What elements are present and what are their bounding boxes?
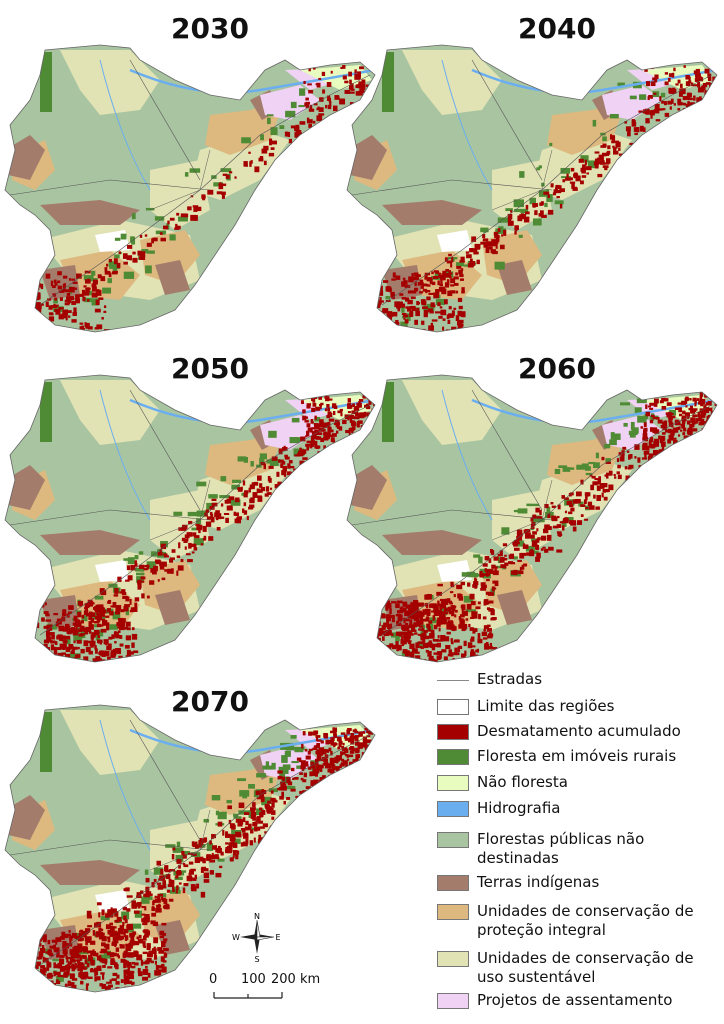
legend-swatch <box>437 951 469 967</box>
map-panel-2050: 2050 <box>0 345 380 675</box>
legend-label: Unidades de conservação de proteção inte… <box>477 902 694 939</box>
compass-n: N <box>254 912 260 921</box>
legend-label: Hidrografia <box>477 799 561 817</box>
scale-bar: 0 100 200 km <box>206 972 336 1012</box>
legend-label: Estradas <box>477 670 543 688</box>
legend-swatch <box>437 724 469 740</box>
region-map <box>4 44 376 333</box>
road-line-icon <box>437 680 469 681</box>
legend-label: Floresta em imóveis rurais <box>477 747 677 765</box>
region-map <box>4 374 376 663</box>
map-panel-2040: 2040 <box>342 0 722 335</box>
scale-label-0: 0 <box>209 972 218 987</box>
legend-label: Não floresta <box>477 773 568 791</box>
region-map <box>346 374 718 663</box>
legend-swatch <box>437 875 469 891</box>
compass-s: S <box>254 955 259 962</box>
legend-swatch <box>437 801 469 817</box>
legend-swatch <box>437 832 469 848</box>
region-map <box>346 44 718 333</box>
map-panel-2060: 2060 <box>342 345 722 675</box>
legend-label: Terras indígenas <box>477 873 600 891</box>
legend-swatch <box>437 775 469 791</box>
legend-label: Limite das regiões <box>477 697 615 715</box>
legend-swatch <box>437 749 469 765</box>
scale-bar-line <box>213 992 283 999</box>
year-title: 2050 <box>171 352 249 385</box>
legend-swatch <box>437 904 469 920</box>
north-arrow-icon: N S E W <box>232 912 280 962</box>
year-title: 2070 <box>171 685 249 718</box>
year-title: 2030 <box>171 12 249 45</box>
region-map <box>4 704 376 993</box>
legend-swatch <box>437 993 469 1009</box>
scale-label-100: 100 <box>241 972 266 987</box>
year-title: 2040 <box>518 12 596 45</box>
compass-e: E <box>275 933 280 942</box>
legend-label: Projetos de assentamento <box>477 991 673 1009</box>
legend-label: Desmatamento acumulado <box>477 722 681 740</box>
map-panel-2070: 2070 <box>0 680 380 1010</box>
legend-label: Florestas públicas não destinadas <box>477 830 645 867</box>
compass-w: W <box>232 933 240 942</box>
year-title: 2060 <box>518 352 596 385</box>
legend-swatch <box>437 699 469 715</box>
legend-label: Unidades de conservação de uso sustentáv… <box>477 949 694 986</box>
map-panel-2030: 2030 <box>0 0 380 335</box>
scale-label-200: 200 km <box>271 972 321 987</box>
